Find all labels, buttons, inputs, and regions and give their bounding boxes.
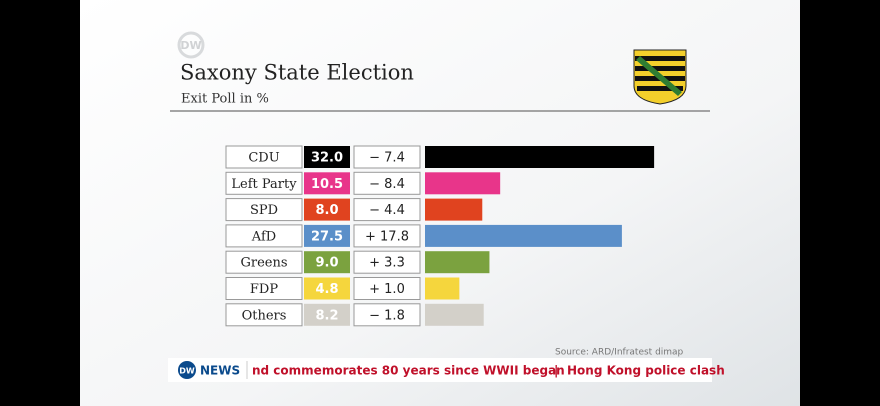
category-box — [225, 277, 303, 300]
ticker-text: Hong Kong police clash — [567, 364, 725, 378]
change-box — [353, 171, 421, 195]
change-label: + 1.0 — [369, 282, 405, 297]
change-label: − 7.4 — [369, 151, 405, 166]
chart-subtitle: Exit Poll in % — [181, 92, 269, 107]
value-box — [304, 303, 350, 326]
bar — [425, 172, 501, 195]
ticker-brand: DW — [179, 367, 195, 376]
logo: DW — [180, 39, 201, 52]
change-box — [353, 303, 421, 327]
logo-circle — [177, 31, 205, 59]
value-label: 8.0 — [315, 203, 338, 218]
ticker-logo — [178, 361, 196, 379]
ticker-channel: NEWS — [200, 364, 240, 378]
bar — [425, 224, 622, 247]
value-label: 4.8 — [315, 282, 338, 297]
change-label: + 17.8 — [365, 229, 409, 244]
category-box — [225, 198, 303, 222]
bar — [425, 303, 484, 326]
value-label: 9.0 — [315, 256, 338, 271]
bar — [425, 198, 483, 221]
chart-rows: CDU 32.0 − 7.4 Left Party 10.5 − 8.4 SPD 8.0 − 4… — [225, 145, 655, 327]
value-label: 10.5 — [311, 177, 343, 192]
category-box — [225, 171, 303, 195]
change-box — [353, 198, 421, 222]
value-label: 32.0 — [311, 151, 343, 166]
bar — [425, 146, 655, 168]
category-box — [225, 224, 303, 248]
change-box — [353, 250, 421, 274]
change-label: − 4.4 — [369, 203, 405, 218]
value-label: 27.5 — [311, 229, 343, 244]
category-label: SPD — [250, 203, 278, 218]
category-label: Others — [242, 308, 287, 323]
bar — [425, 251, 490, 274]
category-label: Greens — [240, 256, 287, 271]
category-label: Left Party — [231, 177, 297, 192]
change-label: − 8.4 — [369, 177, 405, 192]
value-label: 8.2 — [315, 308, 338, 323]
change-box — [353, 277, 421, 300]
value-box — [304, 146, 350, 168]
category-label: CDU — [248, 151, 279, 166]
change-box — [353, 145, 421, 169]
category-box — [225, 250, 303, 274]
chart-title: Saxony State Election — [180, 61, 414, 85]
value-box — [304, 277, 350, 300]
border-left — [0, 0, 80, 406]
category-label: FDP — [250, 282, 278, 297]
change-label: + 3.3 — [369, 256, 405, 271]
value-box — [304, 172, 350, 195]
border-right — [800, 0, 880, 406]
change-box — [353, 224, 421, 248]
source: Source: ARD/Infratest dimap — [555, 348, 684, 358]
ticker-bar — [168, 358, 712, 382]
value-box — [304, 224, 350, 247]
ticker-text: nd commemorates 80 years since WWII bega… — [252, 364, 565, 378]
coat-of-arms — [633, 49, 687, 105]
category-box — [225, 303, 303, 327]
bar — [425, 277, 460, 300]
value-box — [304, 251, 350, 274]
category-label: AfD — [251, 229, 276, 244]
change-label: − 1.8 — [369, 308, 405, 323]
ticker-separator: | — [554, 364, 558, 378]
value-box — [304, 198, 350, 221]
category-box — [225, 145, 303, 169]
